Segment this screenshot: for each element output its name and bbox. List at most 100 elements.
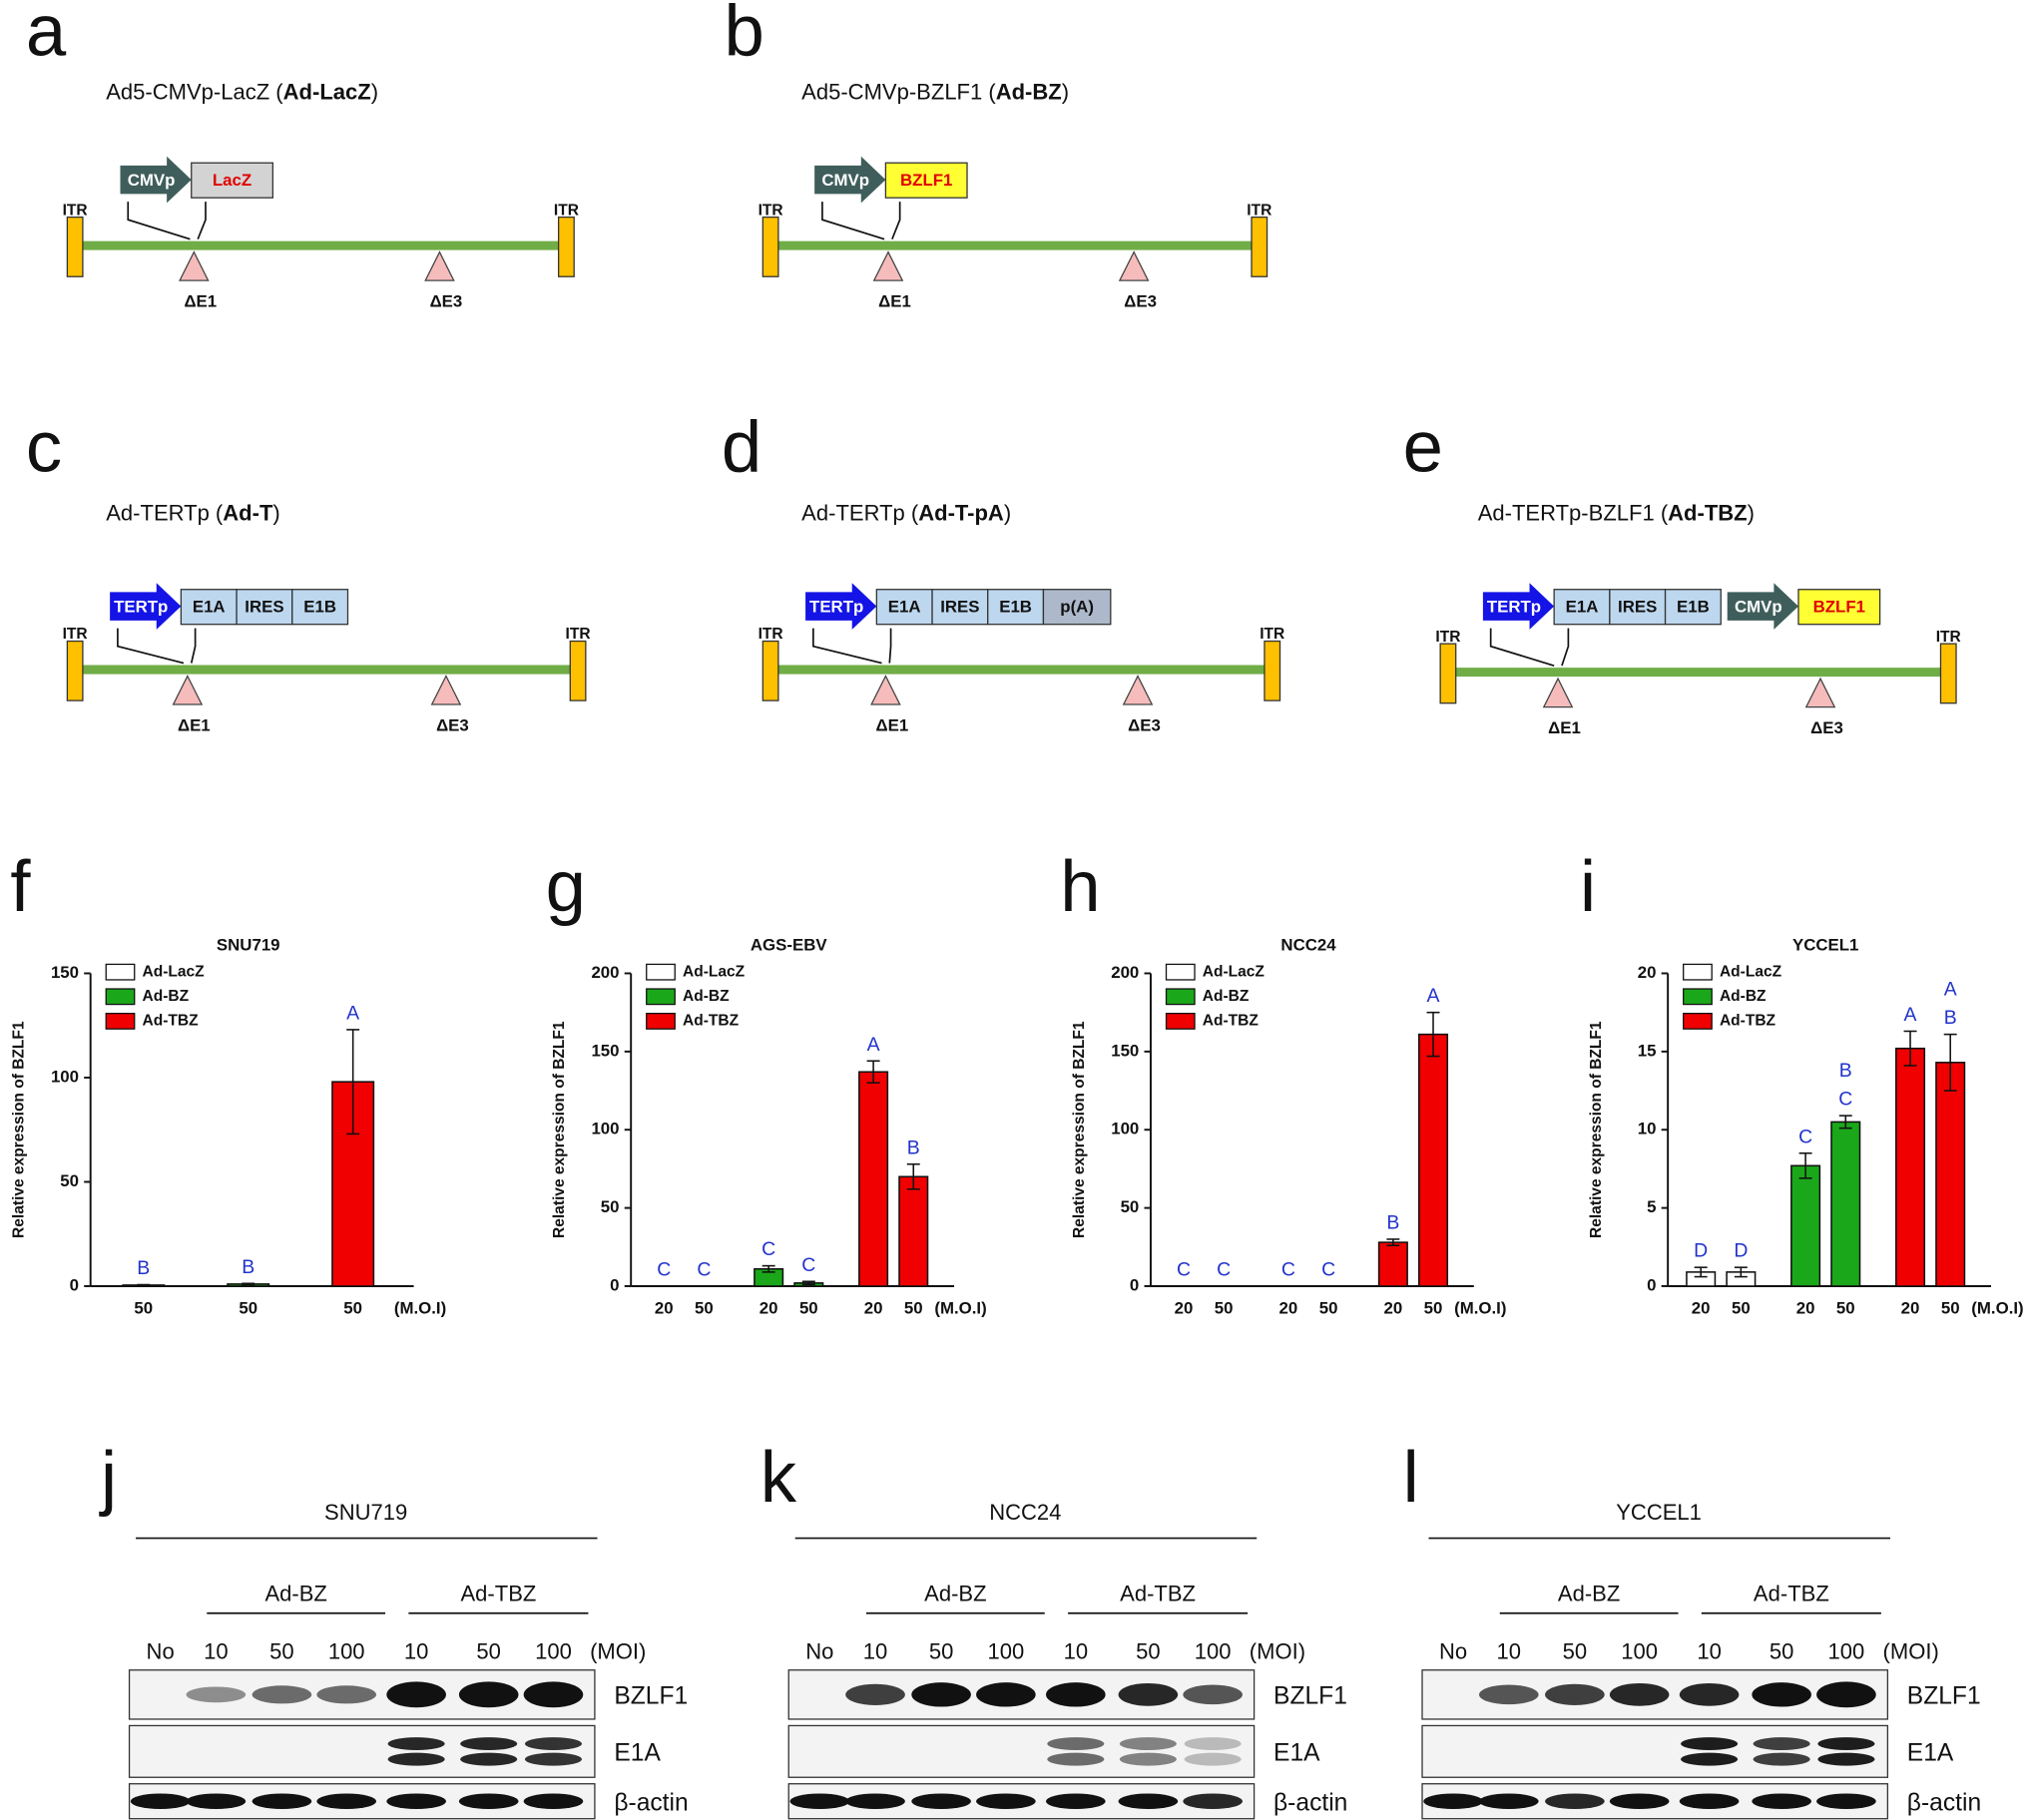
band (1184, 1752, 1242, 1766)
legend-label: Ad-TBZ (683, 1013, 740, 1030)
title-part: Ad-TERTp ( (106, 500, 224, 525)
y-tick-label: 0 (610, 1275, 619, 1294)
segment-box (1664, 589, 1722, 626)
panel-letter: c (26, 407, 62, 488)
x-tick-label: 50 (1319, 1299, 1338, 1318)
itr-label: ITR (759, 202, 783, 219)
band (1817, 1752, 1875, 1766)
significance-letter: C (657, 1259, 671, 1281)
group-label: Ad-TBZ (1754, 1581, 1829, 1605)
itr-box (1264, 640, 1281, 701)
x-tick-label: 50 (239, 1299, 257, 1318)
band (460, 1752, 518, 1766)
itr-label: ITR (1247, 202, 1271, 219)
significance-letter: A (1427, 985, 1440, 1007)
lane-label: No (1439, 1639, 1467, 1664)
band (316, 1685, 376, 1704)
promoter-arrow (120, 156, 192, 204)
itr-box (569, 640, 587, 701)
band (458, 1681, 519, 1708)
lane-label: 50 (1770, 1639, 1794, 1664)
lane-label: 100 (988, 1639, 1025, 1664)
legend-swatch (105, 988, 136, 1006)
error-bar (1943, 1033, 1957, 1092)
error-bar (1694, 1266, 1708, 1278)
unit-label: (MOI) (1883, 1639, 1939, 1664)
itr-label: ITR (566, 626, 591, 643)
itr-box (558, 216, 575, 277)
lane-label: 10 (1697, 1639, 1722, 1664)
group-label: Ad-BZ (264, 1581, 326, 1605)
band (1679, 1682, 1740, 1706)
x-tick-label: 20 (1279, 1299, 1298, 1318)
group-label: Ad-TBZ (460, 1581, 536, 1605)
bar (858, 1071, 889, 1287)
band (386, 1793, 446, 1809)
gene-label: LacZ (213, 171, 252, 190)
error-bar (906, 1162, 920, 1190)
lane-label: 50 (1136, 1639, 1161, 1664)
lane-label: 50 (476, 1639, 501, 1664)
x-tick-label: 50 (1424, 1299, 1443, 1318)
band (1545, 1683, 1605, 1705)
segment-box (987, 589, 1045, 626)
unit-label: (MOI) (1250, 1639, 1305, 1664)
lane-label: 100 (1621, 1639, 1658, 1664)
legend-swatch (1165, 988, 1196, 1006)
legend-swatch (1683, 963, 1713, 981)
deletion-triangle (430, 675, 462, 705)
row-label: BZLF1 (614, 1682, 688, 1709)
x-tick-label: 20 (864, 1299, 883, 1318)
bracket (821, 202, 885, 240)
x-axis-label: (M.O.I) (1454, 1299, 1506, 1318)
significance-letter: A (1904, 1004, 1917, 1026)
lane-label: 10 (1064, 1639, 1089, 1664)
bracket (1561, 628, 1570, 667)
segment-label: IRES (245, 597, 283, 616)
error-bar (1838, 1115, 1852, 1130)
chart-title: NCC24 (1280, 936, 1336, 955)
error-bar (1426, 1011, 1440, 1058)
x-tick-label: 50 (1215, 1299, 1234, 1318)
promoter-arrow (110, 583, 182, 630)
construct-title: Ad-TERTp-BZLF1 (Ad-TBZ) (1478, 500, 1755, 525)
significance-letter: B (907, 1137, 920, 1158)
itr-label: ITR (63, 202, 88, 219)
legend-swatch (105, 1012, 136, 1030)
significance-letter: B (1839, 1060, 1852, 1082)
segment-box (291, 589, 349, 626)
error-bar (137, 1283, 151, 1287)
lane-label: 10 (1497, 1639, 1522, 1664)
deletion-label: ΔE3 (1810, 718, 1843, 737)
promoter-label: CMVp (128, 171, 176, 190)
deletion-label: ΔE3 (430, 292, 463, 311)
lane-label: 10 (863, 1639, 888, 1664)
title-part: ) (1062, 79, 1069, 104)
title-part: ) (1004, 500, 1011, 525)
band (252, 1685, 312, 1704)
tail-label: p(A) (1060, 597, 1094, 616)
significance-letter: A (346, 1002, 359, 1024)
band (1753, 1752, 1810, 1766)
band (1119, 1752, 1177, 1766)
band (1679, 1793, 1740, 1809)
band (845, 1793, 905, 1809)
x-tick-label: 20 (760, 1299, 778, 1318)
x-tick-label: 50 (695, 1299, 714, 1318)
band (130, 1793, 191, 1809)
deletion-label: ΔE1 (184, 292, 217, 311)
band (1752, 1682, 1811, 1707)
significance-letter: B (137, 1257, 150, 1279)
band (1047, 1737, 1105, 1751)
gene-box (191, 162, 273, 199)
construct-title: Ad-TERTp (Ad-T-pA) (801, 500, 1011, 525)
band (460, 1737, 518, 1751)
segment-box (1553, 589, 1611, 626)
y-tick-label: 15 (1638, 1041, 1657, 1060)
y-tick-label: 0 (1647, 1275, 1656, 1294)
y-axis-label: Relative expression of BZLF1 (1071, 1021, 1088, 1238)
y-tick-label: 100 (591, 1120, 619, 1138)
itr-label: ITR (759, 626, 783, 643)
y-tick-label: 0 (1130, 1275, 1139, 1294)
bracket (117, 628, 185, 665)
